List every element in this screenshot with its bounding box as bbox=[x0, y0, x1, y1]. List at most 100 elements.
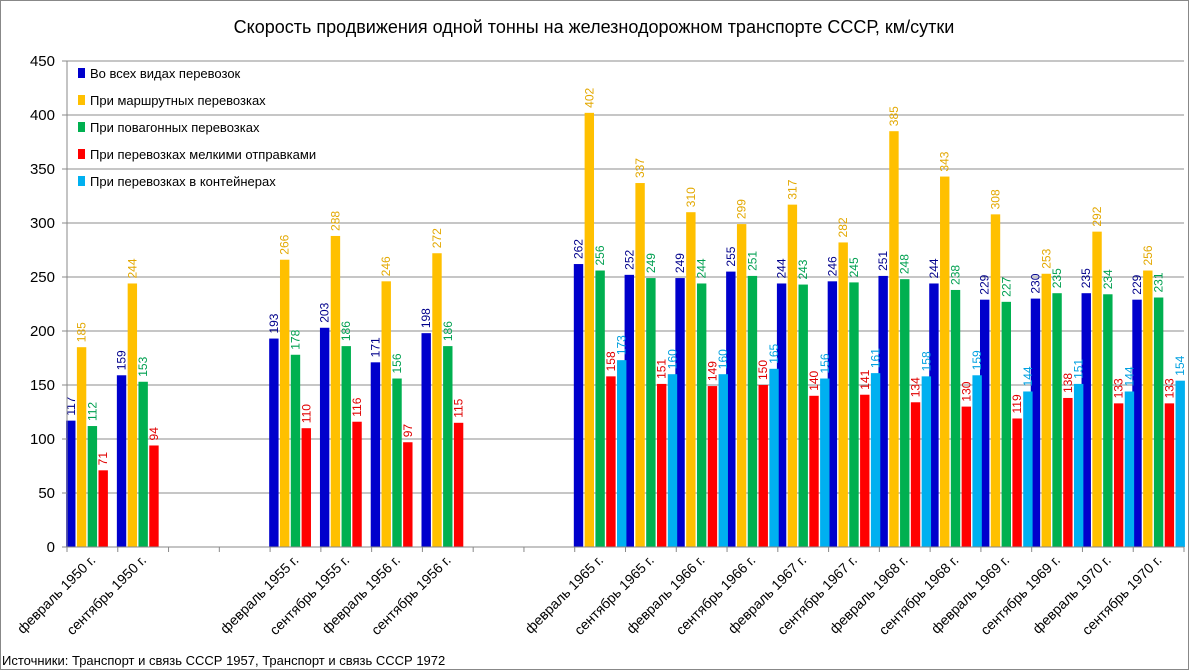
data-label: 246 bbox=[379, 256, 393, 276]
bar bbox=[979, 299, 990, 547]
data-label: 243 bbox=[796, 259, 810, 279]
bar bbox=[573, 264, 584, 547]
data-label: 288 bbox=[328, 211, 342, 231]
data-label: 256 bbox=[593, 245, 607, 265]
data-label: 251 bbox=[876, 251, 890, 271]
data-label: 178 bbox=[288, 329, 302, 349]
legend-swatch bbox=[78, 122, 85, 132]
bar bbox=[820, 378, 830, 547]
data-label: 144 bbox=[1122, 366, 1136, 386]
bar bbox=[1041, 273, 1051, 547]
data-label: 343 bbox=[938, 151, 952, 171]
bar bbox=[1001, 301, 1011, 547]
bar bbox=[149, 445, 159, 547]
bar bbox=[1023, 391, 1033, 547]
data-label: 235 bbox=[1079, 268, 1093, 288]
legend-label: При перевозках мелкими отправками bbox=[90, 147, 316, 162]
bar bbox=[809, 395, 819, 547]
bar bbox=[889, 131, 899, 547]
bar bbox=[421, 333, 431, 547]
bar bbox=[860, 394, 870, 547]
data-label: 249 bbox=[673, 253, 687, 273]
bar bbox=[900, 279, 910, 547]
y-tick-label: 100 bbox=[30, 431, 55, 448]
bar bbox=[624, 274, 634, 547]
bar bbox=[432, 253, 442, 548]
bar bbox=[707, 386, 718, 547]
legend-label: При повагонных перевозках bbox=[90, 120, 260, 135]
data-label: 185 bbox=[75, 322, 89, 342]
bar bbox=[940, 176, 950, 547]
bar bbox=[1052, 293, 1062, 547]
y-tick-label: 450 bbox=[30, 53, 55, 70]
y-tick-label: 0 bbox=[47, 539, 55, 556]
y-tick-label: 350 bbox=[30, 161, 55, 178]
bar bbox=[910, 402, 921, 547]
data-label: 248 bbox=[898, 254, 912, 274]
bar bbox=[769, 368, 779, 547]
data-label: 156 bbox=[818, 353, 832, 373]
bar bbox=[392, 378, 402, 547]
data-label: 97 bbox=[401, 424, 415, 438]
bar bbox=[921, 376, 932, 547]
bar bbox=[116, 375, 127, 547]
legend-label: При маршрутных перевозках bbox=[90, 93, 266, 108]
data-label: 133 bbox=[1162, 378, 1176, 398]
data-label: 149 bbox=[705, 361, 719, 381]
data-label: 253 bbox=[1039, 248, 1053, 268]
data-label: 158 bbox=[919, 351, 933, 371]
data-label: 154 bbox=[1173, 355, 1187, 375]
chart-title: Скорость продвижения одной тонны на желе… bbox=[234, 17, 955, 37]
data-label: 310 bbox=[684, 187, 698, 207]
data-label: 160 bbox=[716, 349, 730, 369]
bar bbox=[696, 283, 707, 547]
bar bbox=[290, 354, 301, 547]
bar bbox=[1073, 383, 1084, 547]
data-label: 161 bbox=[869, 348, 883, 368]
data-label: 153 bbox=[136, 356, 150, 376]
data-label: 165 bbox=[767, 343, 781, 363]
data-label: 255 bbox=[724, 246, 738, 266]
legend-label: При перевозках в контейнерах bbox=[90, 174, 276, 189]
bar bbox=[758, 385, 768, 547]
data-label: 238 bbox=[949, 265, 963, 285]
data-label: 251 bbox=[745, 251, 759, 271]
bar bbox=[929, 283, 939, 547]
legend-swatch bbox=[78, 95, 85, 105]
bar bbox=[798, 284, 808, 547]
bar bbox=[1063, 397, 1073, 547]
data-label: 229 bbox=[1130, 274, 1144, 294]
data-label: 119 bbox=[1010, 394, 1024, 413]
data-label: 140 bbox=[807, 370, 821, 390]
bar bbox=[1012, 418, 1022, 547]
bar bbox=[66, 420, 76, 547]
data-label: 317 bbox=[785, 179, 799, 199]
data-label: 150 bbox=[756, 360, 770, 380]
y-tick-label: 150 bbox=[30, 377, 55, 394]
data-label: 235 bbox=[1050, 268, 1064, 288]
data-label: 160 bbox=[665, 349, 679, 369]
data-label: 282 bbox=[836, 217, 850, 237]
data-label: 198 bbox=[419, 308, 433, 328]
data-label: 193 bbox=[267, 313, 281, 333]
data-label: 159 bbox=[115, 350, 129, 370]
bar bbox=[87, 426, 98, 547]
data-label: 138 bbox=[1061, 373, 1075, 393]
data-label: 158 bbox=[604, 351, 618, 371]
bar bbox=[849, 282, 859, 547]
data-label: 151 bbox=[1072, 359, 1086, 379]
data-label: 231 bbox=[1152, 272, 1166, 292]
data-label: 337 bbox=[633, 158, 647, 178]
bar bbox=[127, 283, 138, 547]
bar bbox=[443, 346, 453, 547]
bar bbox=[656, 383, 667, 547]
data-label: 159 bbox=[970, 350, 984, 370]
bar bbox=[381, 281, 391, 547]
bar bbox=[319, 327, 330, 547]
bar bbox=[403, 442, 413, 547]
data-label: 256 bbox=[1141, 245, 1155, 265]
bar bbox=[635, 183, 645, 548]
data-label: 110 bbox=[299, 404, 313, 423]
